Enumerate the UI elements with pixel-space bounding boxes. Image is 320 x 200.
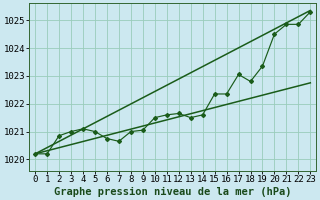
- X-axis label: Graphe pression niveau de la mer (hPa): Graphe pression niveau de la mer (hPa): [54, 186, 292, 197]
